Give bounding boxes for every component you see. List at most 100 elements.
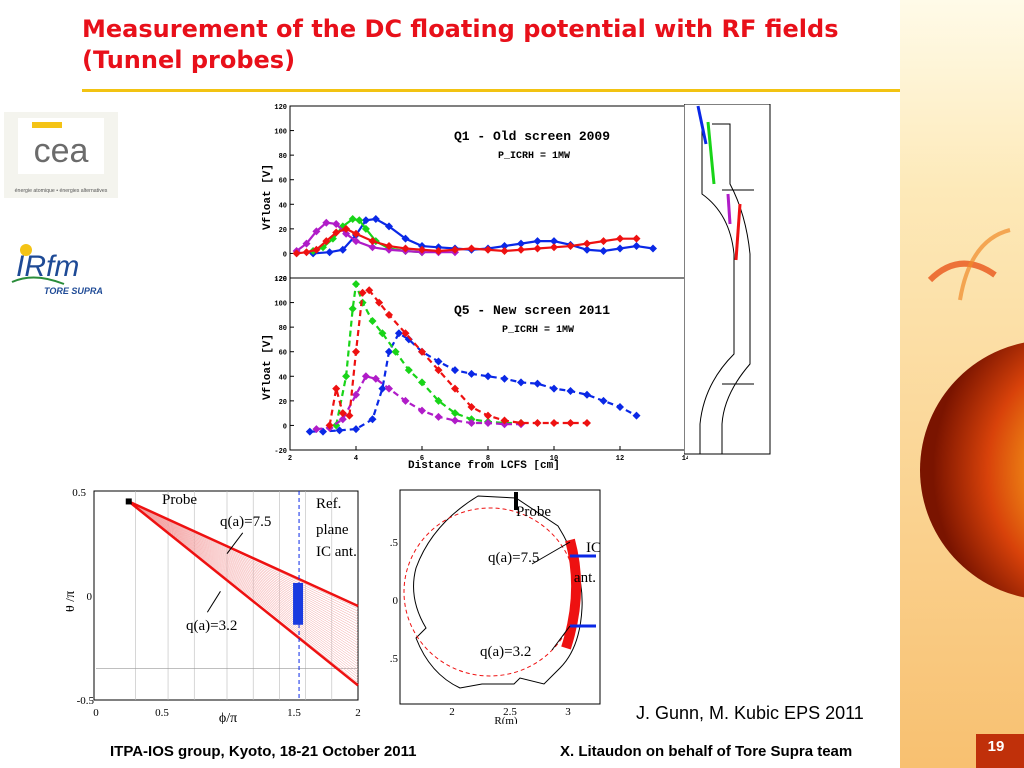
data-point — [368, 237, 377, 246]
field-line — [128, 501, 359, 662]
ytick-label: 0 — [283, 251, 287, 259]
data-point — [302, 248, 311, 257]
data-point — [394, 329, 403, 338]
data-point — [533, 418, 542, 427]
data-point — [338, 245, 347, 254]
field-line — [128, 501, 359, 646]
field-line — [128, 501, 359, 644]
data-point — [322, 218, 331, 227]
page-number: 19 — [987, 738, 1005, 755]
data-point — [451, 409, 459, 418]
data-point — [616, 234, 624, 243]
data-point — [352, 229, 360, 238]
br-ant-label: ant. — [574, 570, 596, 586]
data-point — [500, 242, 509, 251]
br-x-label: R(m) — [494, 715, 518, 724]
bl-q32-label: q(a)=3.2 — [186, 618, 237, 634]
cea-logo: cea énergie atomique • énergies alternat… — [4, 112, 118, 198]
xtick-label: 10 — [550, 455, 558, 463]
data-point — [342, 372, 351, 381]
bl-ytick-mid: 0 — [87, 591, 93, 603]
field-line — [128, 501, 359, 630]
data-point — [583, 245, 591, 254]
data-point — [517, 418, 525, 427]
data-point — [355, 216, 364, 225]
data-point — [292, 249, 301, 258]
data-point — [434, 357, 443, 366]
data-point — [368, 317, 377, 325]
data-point — [517, 378, 525, 387]
bl-plane-label: plane — [316, 522, 349, 538]
data-point — [348, 215, 357, 224]
br-probe-label: Probe — [516, 504, 551, 520]
footer-author: X. Litaudon on behalf of Tore Supra team — [560, 743, 853, 760]
ytick-label: 0 — [283, 423, 287, 431]
title-line-2: (Tunnel probes) — [82, 46, 296, 74]
data-point — [550, 418, 558, 427]
data-point — [632, 234, 641, 243]
ytick-label: -20 — [274, 448, 287, 456]
slide-title: Measurement of the DC floating potential… — [82, 14, 962, 76]
data-point — [451, 245, 459, 254]
data-point — [378, 384, 387, 393]
data-point — [368, 415, 377, 424]
ytick-label: 60 — [279, 178, 287, 186]
xtick-label: 2 — [288, 455, 292, 463]
ytick-label: 40 — [279, 374, 287, 382]
ic-antenna-trace — [561, 538, 582, 650]
data-point — [312, 425, 321, 434]
data-point — [312, 245, 321, 254]
bl-ref-label: Ref. — [316, 496, 341, 512]
x-axis-label: Distance from LCFS [cm] — [408, 460, 560, 470]
data-point — [361, 224, 370, 233]
data-point — [352, 347, 360, 356]
arrow — [206, 591, 221, 613]
data-point — [451, 366, 459, 375]
data-point — [517, 245, 525, 254]
data-point — [358, 288, 367, 297]
field-line — [128, 501, 359, 670]
data-point — [599, 246, 608, 255]
boundary-line-1 — [127, 500, 359, 687]
arrow — [226, 532, 244, 555]
title-line-1: Measurement of the DC floating potential… — [82, 15, 839, 43]
data-point — [599, 396, 608, 405]
data-point — [345, 411, 354, 420]
field-line — [128, 501, 359, 657]
data-point — [332, 421, 341, 430]
br-xtick-0: 2 — [449, 706, 455, 718]
field-line — [128, 501, 359, 668]
data-point — [566, 387, 575, 396]
data-point — [583, 418, 591, 427]
data-point — [500, 416, 509, 425]
data-point — [484, 418, 492, 427]
top-panel-subtitle: P_ICRH = 1MW — [498, 151, 570, 162]
data-point — [368, 243, 377, 252]
field-line — [128, 501, 359, 652]
xtick-label: 14 — [682, 455, 688, 463]
data-point — [401, 244, 410, 253]
data-point — [385, 242, 393, 251]
ytick-label: -20 — [274, 276, 287, 284]
probe-geometry-schematic — [684, 104, 771, 455]
bottom-panel-title: Q5 - New screen 2011 — [454, 303, 610, 318]
br-xtick-2: 3 — [565, 706, 571, 718]
data-point — [328, 234, 337, 243]
data-point — [533, 244, 542, 253]
bottom-panel-subtitle: P_ICRH = 1MW — [502, 325, 574, 336]
xtick-label: 6 — [420, 455, 424, 463]
field-line — [128, 501, 359, 641]
footer-event: ITPA-IOS group, Kyoto, 18-21 October 201… — [110, 743, 417, 760]
data-point — [371, 215, 380, 224]
data-point — [451, 416, 459, 425]
data-point — [365, 286, 374, 295]
data-point — [632, 242, 641, 251]
ytick-label: 120 — [274, 104, 287, 112]
field-line — [128, 501, 359, 625]
data-point — [342, 224, 351, 233]
data-point — [616, 403, 624, 411]
field-line — [128, 501, 359, 633]
br-ic-label: IC — [586, 540, 601, 556]
ytick-label: 40 — [279, 202, 287, 210]
bl-q75-label: q(a)=7.5 — [220, 514, 271, 530]
